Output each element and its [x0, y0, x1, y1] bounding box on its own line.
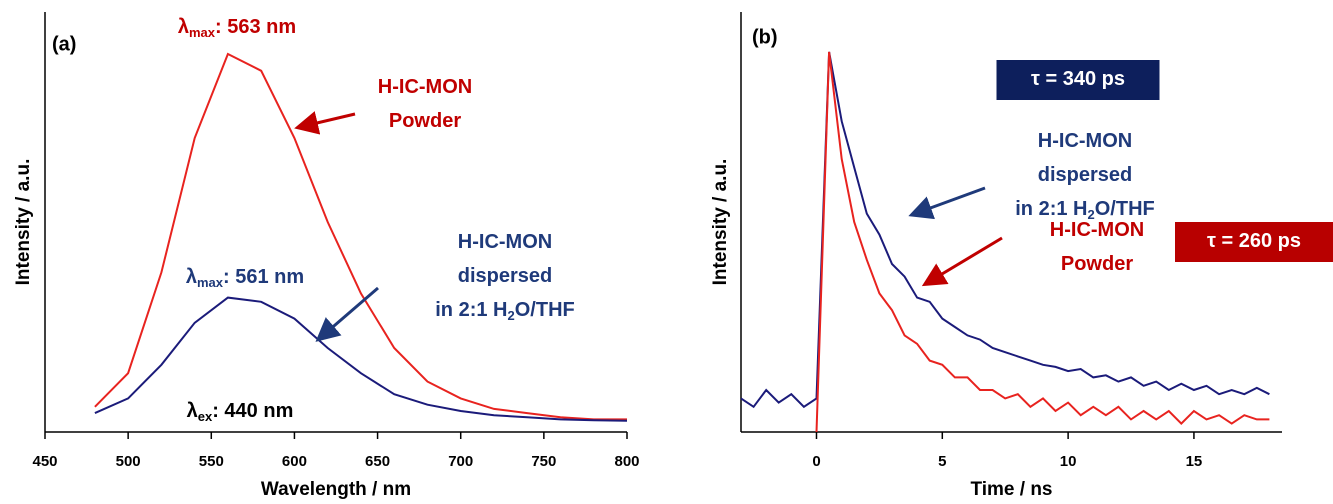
annotation-text: in 2:1 H	[1015, 198, 1087, 220]
x-tick-label: 800	[614, 453, 639, 470]
annotation-text: λ	[178, 16, 189, 38]
annotation-text: λ	[187, 400, 198, 422]
arrow	[908, 186, 986, 220]
annotation-text: Powder	[1061, 253, 1133, 275]
annotation: λmax: 563 nm	[178, 16, 296, 40]
x-tick-label: 0	[812, 453, 820, 470]
x-axis-label: Time / ns	[970, 479, 1052, 500]
annotation-text: H-IC-MON	[1038, 130, 1132, 152]
arrow	[921, 236, 1003, 287]
annotation-box	[1175, 222, 1333, 262]
x-tick-label: 5	[938, 453, 946, 470]
x-tick-label: 500	[116, 453, 141, 470]
annotation: λex: 440 nm	[187, 400, 294, 424]
panel-label: (b)	[752, 26, 778, 48]
annotation-text: O/THF	[1095, 198, 1155, 220]
annotation: λmax: 561 nm	[186, 266, 304, 290]
x-axis-label: Wavelength / nm	[261, 479, 411, 500]
annotation-text: ex	[198, 409, 213, 424]
data-line	[94, 296, 628, 422]
annotation: Powder	[1061, 253, 1133, 275]
arrow	[315, 286, 379, 342]
data-line	[94, 52, 627, 421]
annotation-text: : 440 nm	[212, 400, 293, 422]
y-axis-label: Intensity / a.u.	[13, 159, 34, 286]
annotation: H-IC-MON	[378, 76, 472, 98]
annotation: in 2:1 H2O/THF	[1015, 198, 1154, 222]
x-tick-label: 600	[282, 453, 307, 470]
panel-label: (a)	[52, 33, 76, 55]
annotation: H-IC-MON	[1038, 130, 1132, 152]
annotation-text: τ = 340 ps	[1031, 68, 1125, 90]
annotation-text: H-IC-MON	[378, 76, 472, 98]
annotation-text: O/THF	[515, 299, 575, 321]
annotation-text: max	[189, 25, 216, 40]
annotation: H-IC-MON	[1050, 219, 1144, 241]
annotation: dispersed	[458, 265, 552, 287]
annotation-text: λ	[186, 266, 197, 288]
annotation-text: 2	[508, 308, 515, 323]
x-tick-label: 550	[199, 453, 224, 470]
annotation-text: dispersed	[458, 265, 552, 287]
data-line	[815, 51, 1270, 433]
annotation-text: 2	[1088, 207, 1095, 222]
x-tick-label: 15	[1186, 453, 1203, 470]
annotation-box	[996, 60, 1160, 100]
arrow	[294, 111, 356, 135]
x-tick-label: 650	[365, 453, 390, 470]
annotation: Powder	[389, 110, 461, 132]
y-axis-label: Intensity / a.u.	[710, 159, 731, 286]
annotation: H-IC-MON	[458, 231, 552, 253]
annotation-text: τ = 260 ps	[1207, 230, 1301, 252]
annotation-text: in 2:1 H	[435, 299, 507, 321]
annotation-text: dispersed	[1038, 164, 1132, 186]
annotation: τ = 260 ps	[1207, 230, 1301, 252]
annotation-text: Powder	[389, 110, 461, 132]
annotation-text: H-IC-MON	[1050, 219, 1144, 241]
x-tick-label: 700	[448, 453, 473, 470]
x-tick-label: 450	[32, 453, 57, 470]
x-tick-label: 750	[531, 453, 556, 470]
annotation-text: H-IC-MON	[458, 231, 552, 253]
annotation: in 2:1 H2O/THF	[435, 299, 574, 323]
annotation: dispersed	[1038, 164, 1132, 186]
annotation-text: : 561 nm	[223, 266, 304, 288]
x-tick-label: 10	[1060, 453, 1077, 470]
annotation: τ = 340 ps	[1031, 68, 1125, 90]
annotation-text: : 563 nm	[215, 16, 296, 38]
annotation-text: max	[197, 275, 224, 290]
